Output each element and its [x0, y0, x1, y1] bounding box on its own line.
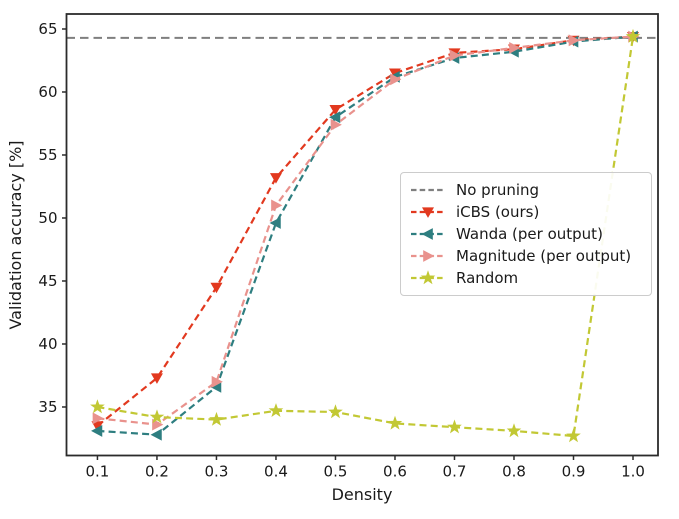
legend-line-sample: [411, 188, 445, 192]
x-axis-label: Density: [332, 485, 393, 504]
legend-entry-icbs-ours: iCBS (ours): [410, 202, 642, 222]
y-tick-label: 55: [38, 146, 57, 164]
triangle-right-marker: [92, 412, 104, 425]
legend-entry-magnitude-per-output: Magnitude (per output): [410, 246, 642, 266]
triangle-right-marker: [449, 49, 461, 62]
star-icon: [420, 270, 436, 285]
series-line: [96, 35, 634, 427]
x-tick-label: 1.0: [621, 463, 645, 481]
star-marker: [268, 403, 284, 417]
legend-label: Random: [456, 268, 519, 287]
plot-border: [65, 13, 659, 457]
y-tick-label: 60: [38, 83, 57, 101]
x-tick-label: 0.5: [324, 463, 348, 481]
legend-line-sample: [411, 270, 445, 285]
star-marker: [447, 419, 462, 434]
x-tick-label: 0.7: [443, 463, 467, 481]
triangle-left-marker: [269, 217, 281, 229]
y-tick-label: 45: [38, 272, 57, 290]
triangle-left-marker: [329, 111, 341, 124]
triangle-right-marker: [568, 34, 580, 47]
triangle-right-marker: [390, 73, 402, 86]
triangle-left-icon: [421, 228, 433, 240]
triangle-down-marker: [150, 373, 163, 384]
series-line: [97, 36, 635, 438]
y-tick-label: 65: [38, 20, 57, 38]
legend-line-sample: [411, 250, 445, 262]
triangle-down-marker: [269, 173, 282, 184]
legend-label: No pruning: [456, 180, 540, 199]
series-line: [97, 35, 634, 436]
star-marker: [506, 423, 522, 438]
legend-label: Magnitude (per output): [456, 246, 632, 265]
x-tick-label: 0.1: [86, 463, 110, 481]
y-tick-label: 35: [38, 398, 57, 416]
triangle-right-marker: [271, 199, 283, 212]
y-axis-label: Validation accuracy [%]: [6, 140, 25, 329]
axis-ticks: 0.1 0.2 0.3 0.4 0.5 0.6 0.7 0.8 0.9 1.0 35 40 45 50 55…: [38, 20, 645, 481]
triangle-down-marker: [329, 105, 342, 116]
triangle-down-marker: [91, 421, 104, 432]
x-tick-label: 0.3: [205, 463, 229, 481]
star-marker: [90, 399, 105, 414]
triangle-right-marker: [330, 118, 342, 131]
triangle-right-marker: [211, 375, 223, 388]
star-marker: [149, 409, 165, 424]
legend-label: iCBS (ours): [456, 202, 540, 221]
x-tick-label: 0.2: [145, 463, 169, 481]
star-marker: [209, 411, 224, 426]
chart-series: [66, 28, 658, 443]
legend-entry-random: Random: [410, 268, 642, 288]
legend-entry-wanda-per-output: Wanda (per output): [410, 224, 642, 244]
star-marker: [625, 28, 641, 43]
triangle-down-icon: [422, 207, 434, 218]
x-tick-label: 0.9: [562, 463, 586, 481]
x-tick-label: 0.4: [264, 463, 288, 481]
triangle-right-marker: [509, 41, 521, 54]
y-tick-label: 50: [38, 209, 57, 227]
x-tick-label: 0.8: [502, 463, 526, 481]
series-random: [90, 28, 641, 443]
legend-entry-no-pruning: No pruning: [410, 180, 642, 200]
series-line: [97, 35, 634, 426]
triangle-left-marker: [150, 428, 162, 441]
legend-line-sample: [411, 228, 445, 240]
triangle-left-marker: [91, 425, 103, 437]
triangle-right-marker: [152, 418, 164, 431]
star-marker: [387, 415, 403, 430]
legend: No pruning iCBS (ours) Wanda (per output) M…: [400, 172, 652, 296]
x-tick-label: 0.6: [383, 463, 407, 481]
y-tick-label: 40: [38, 335, 57, 353]
legend-line-sample: [411, 207, 445, 218]
triangle-right-icon: [423, 250, 435, 262]
legend-label: Wanda (per output): [456, 224, 603, 243]
plot-frame: [65, 13, 659, 457]
star-marker: [328, 404, 343, 419]
star-marker: [566, 428, 581, 443]
triangle-down-marker: [210, 282, 223, 294]
